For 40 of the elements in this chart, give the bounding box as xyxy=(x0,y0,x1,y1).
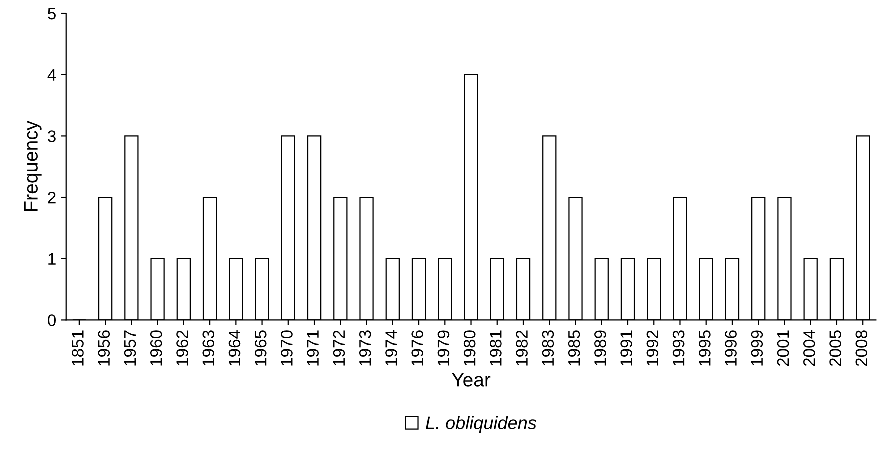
x-tick-label: 1974 xyxy=(386,330,398,366)
x-axis-title: Year xyxy=(452,373,491,387)
x-tick-label: 1979 xyxy=(438,330,450,366)
x-tick-label: 1992 xyxy=(646,330,659,366)
y-tick-label: 1 xyxy=(48,253,56,265)
y-axis-title: Frequency xyxy=(24,120,42,212)
x-tick-label: 1981 xyxy=(490,330,502,366)
x-tick-label: 2005 xyxy=(830,330,842,366)
x-tick-label: 1973 xyxy=(359,330,372,366)
x-tick-label: 1983 xyxy=(542,330,554,366)
y-tick-label: 4 xyxy=(48,69,56,81)
x-tick-label: 1995 xyxy=(699,330,711,366)
y-tick-label: 2 xyxy=(48,192,56,204)
x-tick-label: 1963 xyxy=(202,330,215,366)
y-tick-label: 0 xyxy=(48,314,56,326)
x-tick-label: 1965 xyxy=(254,330,267,366)
x-tick-label: 2001 xyxy=(777,330,790,366)
x-tick-label: 1971 xyxy=(307,330,320,366)
x-tick-label: 1972 xyxy=(333,330,346,366)
x-tick-label: 1989 xyxy=(594,330,606,366)
x-tick-label: 1985 xyxy=(568,330,580,366)
x-tick-label: 1996 xyxy=(725,330,737,366)
x-tick-label: 2008 xyxy=(856,330,868,366)
x-tick-label: 1964 xyxy=(228,330,241,366)
y-tick-label: 5 xyxy=(48,8,56,20)
x-tick-label: 2004 xyxy=(804,330,816,366)
x-tick-label: 1970 xyxy=(281,330,293,366)
x-tick-label: 1851 xyxy=(72,330,84,366)
legend-label: L. obliquidens xyxy=(426,416,537,434)
x-tick-label: 1957 xyxy=(124,330,136,366)
x-tick-label: 1991 xyxy=(620,330,632,366)
x-tick-label: 1976 xyxy=(412,330,424,366)
x-tick-label: 1962 xyxy=(176,330,188,366)
x-tick-label: 1993 xyxy=(672,330,685,366)
x-tick-label: 1999 xyxy=(751,330,764,366)
x-tick-label: 1956 xyxy=(98,330,110,366)
x-tick-label: 1980 xyxy=(464,330,476,366)
x-tick-label: 1960 xyxy=(150,330,162,366)
y-tick-label: 3 xyxy=(48,130,56,142)
x-tick-label: 1982 xyxy=(516,330,528,366)
